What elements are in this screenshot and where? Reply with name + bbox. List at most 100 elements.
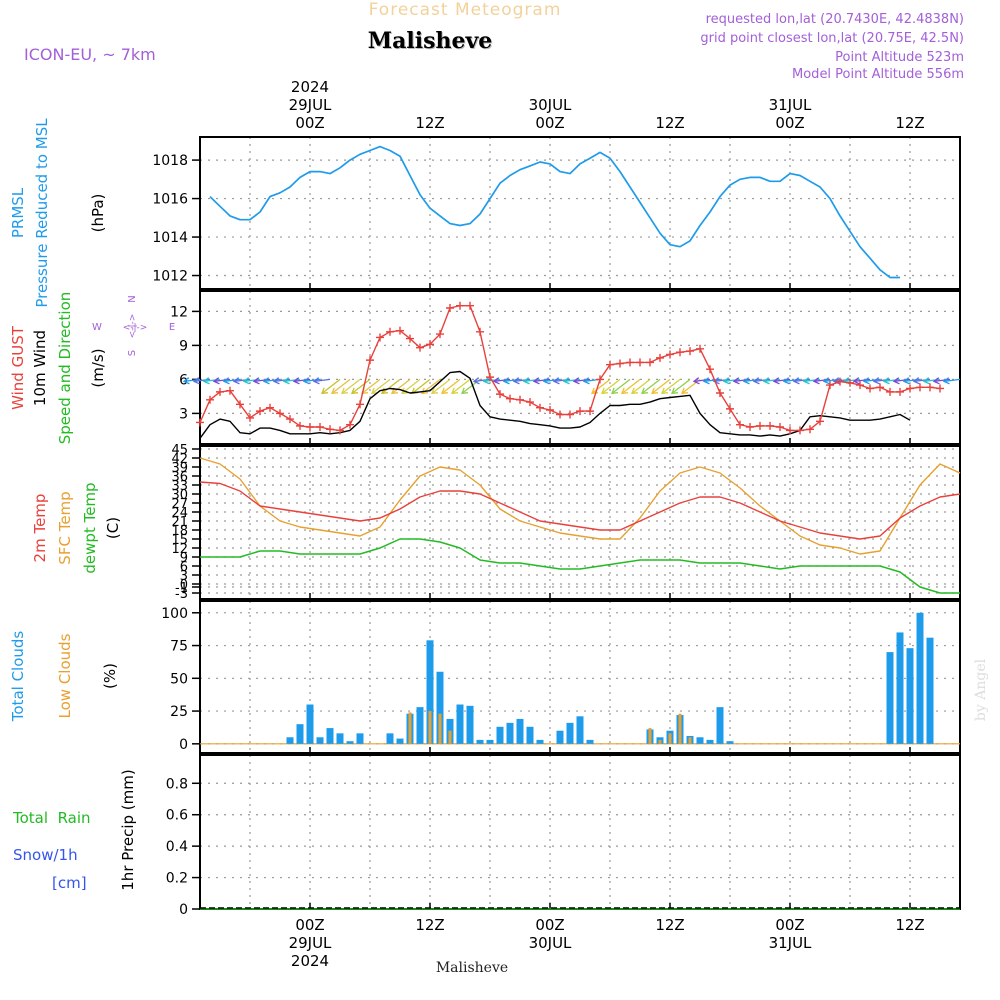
wind-arrow-shaft: [391, 378, 411, 394]
wind-direction-arrow: [312, 377, 331, 385]
wind-direction-arrow: [852, 377, 871, 385]
wind-direction-arrow: [371, 378, 391, 395]
wind-gust-point: [716, 389, 724, 397]
panel-side-label: Total Clouds: [9, 631, 27, 723]
wind-arrow-head: [542, 377, 550, 385]
panel-frame: [199, 445, 961, 600]
y-tick-label: -3: [175, 587, 188, 602]
wind-direction-arrow: [822, 377, 841, 385]
wind-gust-point: [556, 410, 564, 419]
panel-side-label: Speed and Direction: [56, 292, 74, 445]
total-cloud-bar: [906, 648, 914, 744]
wind-arrow-head: [192, 377, 200, 385]
total-cloud-bar: [436, 671, 444, 744]
y-tick-label: 6: [179, 372, 188, 388]
wind-arrow-head: [202, 377, 210, 385]
wind-direction-arrow: [351, 378, 371, 395]
panel-side-label: (C): [104, 517, 122, 539]
bottom-time-label: 00Z: [775, 916, 804, 934]
y-tick-label: 39: [171, 461, 188, 476]
wind-gust-point: [706, 365, 714, 374]
wind-arrow-head: [492, 377, 500, 385]
wind-gust-point: [766, 421, 774, 430]
panel-side-label: Pressure Reduced to MSL: [33, 118, 51, 308]
product-title: Forecast Meteogram: [369, 0, 562, 20]
wind-direction-arrow: [591, 378, 611, 395]
top-time-label: 2024: [291, 78, 329, 96]
wind-direction-arrow: [802, 377, 821, 385]
wind-direction-arrow: [431, 378, 451, 395]
y-tick-label: 25: [170, 704, 188, 720]
wind-direction-arrow: [932, 377, 951, 385]
bottom-time-label: 00Z: [535, 916, 564, 934]
wind-arrow-head: [401, 387, 409, 395]
wind-arrow-head: [631, 387, 639, 395]
wind-gust-point: [316, 423, 324, 431]
wind-arrow-shaft: [713, 378, 731, 383]
wind-direction-arrow: [912, 377, 931, 385]
wind-gust-point: [206, 395, 214, 404]
wind-gust-point: [696, 344, 704, 353]
wind-arrow-head: [502, 377, 510, 385]
wind-direction-arrow: [202, 377, 221, 385]
wind-arrow-head: [522, 377, 530, 385]
wind-direction-arrow: [611, 378, 631, 395]
total-cloud-bar: [576, 716, 584, 744]
wind-gust-point: [776, 423, 784, 431]
wind-gust-point: [836, 377, 844, 386]
wind-arrow-head: [932, 377, 940, 385]
wind-arrow-head: [812, 377, 820, 385]
wind-gust-point: [906, 384, 914, 393]
wind-gust-point: [456, 301, 464, 310]
y-tick-label: 0: [180, 578, 188, 593]
y-tick-label: 24: [171, 506, 188, 521]
wind-arrow-head: [262, 377, 270, 385]
wind-arrow-head: [582, 377, 590, 385]
wind-arrow-head: [341, 387, 349, 395]
wind-arrow-head: [621, 387, 629, 395]
top-time-label: 12Z: [895, 114, 924, 132]
total-cloud-bar: [706, 739, 714, 744]
wind-gust-point: [636, 358, 644, 367]
wind-direction-arrow: [302, 377, 321, 385]
wind-arrow-shaft: [193, 378, 211, 383]
wind-arrow-head: [232, 377, 240, 385]
panel-frame: [199, 136, 961, 290]
wind-direction-arrow: [902, 377, 921, 385]
wind-direction-arrow: [552, 377, 571, 385]
wind-arrow-shaft: [591, 378, 611, 394]
wind-direction-arrow: [681, 378, 701, 395]
wind-direction-arrow: [381, 378, 401, 395]
wind-direction-arrow: [942, 377, 961, 385]
y-tick-label: 9: [179, 338, 188, 354]
wind-direction-arrow: [461, 378, 481, 395]
wind-arrow-shaft: [661, 378, 681, 394]
wind-direction-arrow: [882, 377, 901, 385]
wind-arrow-shaft: [873, 378, 891, 383]
wind-speed-line: [199, 370, 911, 439]
wind-arrow-shaft: [843, 378, 861, 383]
total-cloud-bar: [356, 733, 364, 744]
wind-arrow-shaft: [903, 378, 921, 383]
wind-arrow-shaft: [253, 378, 271, 383]
wind-arrow-head: [722, 377, 730, 385]
panel-side-label: 1hr Precip (mm): [119, 769, 137, 890]
low-cloud-bar: [658, 739, 662, 744]
wind-gust-point: [736, 420, 744, 429]
bottom-time-label: 00Z: [295, 916, 324, 934]
point-altitude: Point Altitude 523m: [835, 50, 964, 65]
panel-side-label: Wind GUST: [9, 325, 27, 410]
wind-arrow-shaft: [233, 378, 251, 383]
total-cloud-bar: [386, 733, 394, 744]
wind-arrow-head: [862, 377, 870, 385]
wind-direction-arrow: [621, 378, 641, 395]
y-tick-label: 6: [180, 560, 188, 575]
footer-location: Malisheve: [436, 960, 508, 976]
wind-direction-arrow: [262, 377, 281, 385]
wind-arrow-head: [742, 377, 750, 385]
total-cloud-bar: [566, 722, 574, 744]
wind-gust-point: [196, 418, 204, 427]
wind-arrow-head: [242, 377, 250, 385]
wind-arrow-head: [892, 377, 900, 385]
